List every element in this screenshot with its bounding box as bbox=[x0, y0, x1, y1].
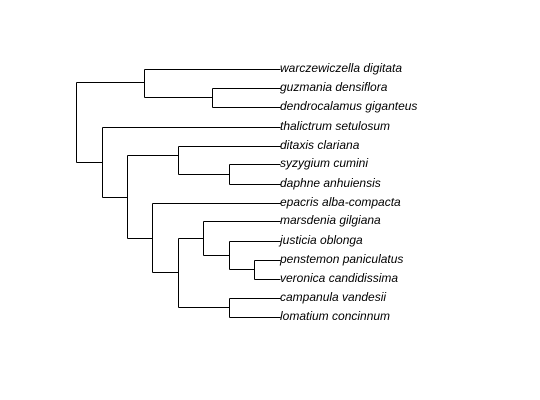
leaf-label-daphne-anhuiensis: daphne anhuiensis bbox=[280, 176, 381, 190]
leaf-label-marsdenia-gilgiana: marsdenia gilgiana bbox=[280, 213, 381, 227]
leaf-label-syzygium-cumini: syzygium cumini bbox=[280, 156, 368, 170]
leaf-label-dendrocalamus-giganteus: dendrocalamus giganteus bbox=[280, 99, 417, 113]
leaf-label-warczewiczella-digitata: warczewiczella digitata bbox=[280, 61, 402, 75]
leaf-label-lomatium-concinnum: lomatium concinnum bbox=[280, 309, 390, 323]
leaf-label-ditaxis-clariana: ditaxis clariana bbox=[280, 138, 360, 152]
tree-branches bbox=[76, 69, 281, 318]
leaf-label-campanula-vandesii: campanula vandesii bbox=[280, 290, 386, 304]
leaf-labels: warczewiczella digitata guzmania densifl… bbox=[278, 61, 417, 323]
leaf-label-veronica-candidissima: veronica candidissima bbox=[280, 271, 398, 285]
leaf-label-penstemon-paniculatus: penstemon paniculatus bbox=[279, 252, 403, 266]
leaf-label-guzmania-densiflora: guzmania densiflora bbox=[280, 80, 388, 94]
leaf-label-epacris-alba-compacta: epacris alba-compacta bbox=[280, 195, 401, 209]
leaf-label-justicia-oblonga: justicia oblonga bbox=[278, 233, 363, 247]
leaf-label-thalictrum-setulosum: thalictrum setulosum bbox=[280, 119, 390, 133]
